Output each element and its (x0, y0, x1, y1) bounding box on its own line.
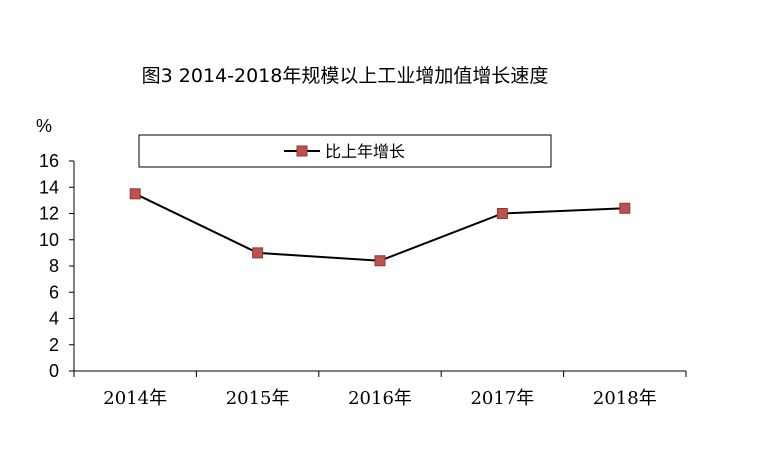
y-tick-label: 2 (49, 335, 59, 355)
x-tick-label: 2015年 (226, 388, 290, 409)
chart-title: 图3 2014-2018年规模以上工业增加值增长速度 (142, 65, 549, 87)
y-tick-label: 12 (39, 204, 59, 224)
y-tick-label: 16 (39, 151, 59, 171)
y-axis-unit: % (36, 116, 52, 136)
data-point-marker (252, 247, 264, 259)
data-point-marker (129, 188, 141, 200)
y-tick-label: 0 (49, 361, 59, 381)
legend-label: 比上年增长 (325, 142, 405, 161)
x-axis-ticks: 2014年 2015年 2016年 2017年 2018年 (73, 371, 687, 409)
y-tick-label: 14 (39, 177, 59, 197)
x-tick-label: 2018年 (593, 388, 657, 409)
y-tick-label: 4 (49, 309, 59, 329)
data-point-marker (374, 255, 386, 267)
legend-marker-square (296, 145, 308, 157)
y-axis-ticks: 0 2 4 6 8 10 12 14 16 (39, 151, 74, 381)
x-tick-label: 2016年 (348, 388, 412, 409)
series-line (129, 188, 631, 267)
x-tick-label: 2014年 (103, 388, 167, 409)
y-tick-label: 6 (49, 282, 59, 302)
data-point-marker (619, 202, 631, 214)
series-polyline (134, 192, 625, 262)
x-tick-label: 2017年 (470, 388, 534, 409)
y-tick-label: 8 (49, 256, 59, 276)
data-point-marker (496, 208, 508, 219)
legend: 比上年增长 (138, 134, 552, 168)
legend-box (138, 134, 552, 168)
y-tick-label: 10 (39, 230, 59, 250)
